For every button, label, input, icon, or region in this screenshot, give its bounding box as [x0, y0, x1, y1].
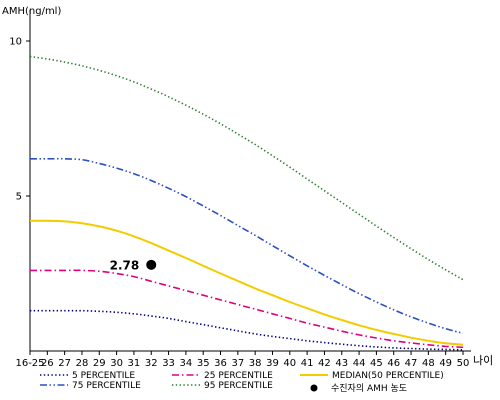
axes — [26, 10, 471, 355]
legend-label-2: MEDIAN(50 PERCENTILE) — [332, 371, 444, 381]
x-tick-label: 48 — [422, 358, 435, 369]
y-tick-label: 5 — [16, 192, 22, 203]
x-tick-label: 34 — [180, 358, 193, 369]
series-line-2 — [29, 219, 464, 346]
x-tick-label: 35 — [197, 358, 210, 369]
x-tick-label: 49 — [439, 358, 452, 369]
legend-label-1: 25 PERCENTILE — [204, 371, 273, 381]
legend-label-0: 5 PERCENTILE — [72, 371, 135, 381]
legend-label-4: 95 PERCENTILE — [204, 381, 273, 391]
x-tick-label: 39 — [266, 358, 279, 369]
x-tick-label: 28 — [76, 358, 89, 369]
x-tick-label: 40 — [283, 358, 296, 369]
series-line-3 — [29, 157, 464, 335]
series-line-4 — [29, 55, 464, 281]
x-tick-label: 44 — [353, 358, 366, 369]
x-axis-unit-label: 나이 — [473, 354, 493, 367]
x-tick-label: 50 — [457, 358, 470, 369]
y-tick-label: 10 — [9, 37, 22, 48]
x-tick-label: 26 — [41, 358, 54, 369]
series-line-0 — [30, 309, 464, 351]
x-tick-label: 46 — [387, 358, 400, 369]
patient-marker — [146, 259, 157, 270]
x-tick-label: 43 — [335, 358, 348, 369]
series-lines — [29, 55, 464, 351]
y-axis-label: AMH(ng/ml) — [2, 6, 61, 17]
x-tick-label: 38 — [249, 358, 262, 369]
x-tick-label: 36 — [214, 358, 227, 369]
x-tick-label: 32 — [145, 358, 158, 369]
x-tick-label: 16-25 — [15, 358, 44, 369]
x-tick-label: 27 — [58, 358, 71, 369]
legend: 5 PERCENTILE 25 PERCENTILE MEDIAN(50 PERCE… — [40, 371, 444, 394]
patient-marker-group: 2.78 — [110, 258, 157, 272]
x-tick-label: 31 — [128, 358, 141, 369]
patient-marker-label: 2.78 — [110, 258, 140, 272]
x-tick-label: 37 — [231, 358, 244, 369]
x-tick-label: 47 — [405, 358, 418, 369]
legend-label-3: 75 PERCENTILE — [72, 381, 141, 391]
legend-marker-label: 수진자의 AMH 농도 — [331, 383, 407, 394]
x-tick-label: 30 — [110, 358, 123, 369]
x-tick-label: 42 — [318, 358, 331, 369]
series-line-1 — [30, 269, 464, 349]
x-tick-label: 45 — [370, 358, 383, 369]
x-tick-label: 29 — [93, 358, 106, 369]
x-tick-label: 41 — [301, 358, 314, 369]
x-tick-label: 33 — [162, 358, 175, 369]
legend-marker-swatch — [310, 384, 318, 392]
